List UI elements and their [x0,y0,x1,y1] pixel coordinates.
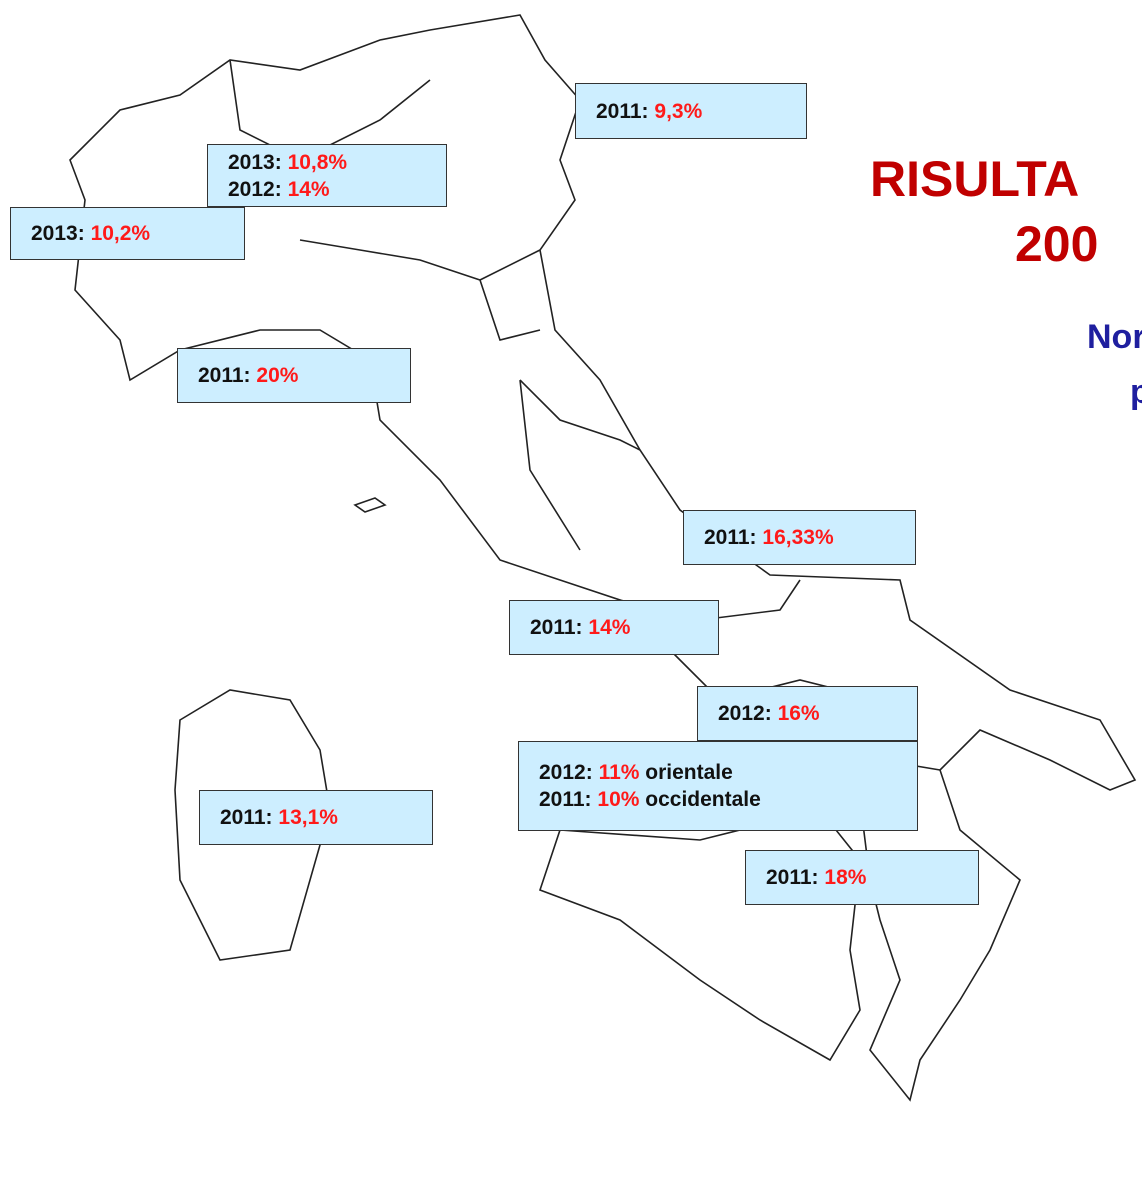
label-line: 2011: 13,1% [220,804,432,831]
label-line: 2011: 18% [766,864,978,891]
title-fragment: Nor [1087,318,1142,356]
year: 2012: [228,177,282,201]
title-fragment: p [1130,373,1142,411]
year: 2012: [539,761,593,784]
region-label: 2011: 14% [509,600,719,655]
label-line: 2012: 11% orientale [539,759,917,786]
percent: 13,1% [278,806,338,829]
year: 2011: [766,866,819,889]
percent: 14% [588,616,631,639]
label-line: 2011: 10% occidentale [539,786,917,813]
year: 2011: [530,616,583,639]
year: 2011: [198,364,251,387]
region-label: 2011: 18% [745,850,979,905]
year: 2011: [539,788,592,811]
year: 2013: [31,222,85,245]
title-fragment: 200 [1015,216,1099,272]
percent: 11% [598,761,640,784]
note: orientale [645,761,733,784]
label-line: 2011: 20% [198,362,410,389]
year: 2011: [704,526,757,549]
label-line: 2011: 9,3% [596,98,806,125]
percent: 10% [597,788,640,811]
elba-outline [353,497,387,513]
region-label: 2012: 11% orientale 2011: 10% occidentale [518,741,918,831]
region-label: 2013: 10,8% 2012: 14% [207,144,447,207]
year: 2011: [220,806,273,829]
label-line: 2012: 14% [228,176,446,203]
percent: 10,8% [287,150,348,174]
region-label: 2012: 16% [697,686,918,741]
percent: 16,33% [762,526,834,549]
region-label: 2011: 20% [177,348,411,403]
percent: 9,3% [654,99,703,123]
sardinia-outline [174,689,331,961]
label-line: 2011: 16,33% [704,524,915,551]
label-line: 2013: 10,8% [228,149,446,176]
region-label: 2011: 13,1% [199,790,433,845]
year: 2011: [596,99,649,123]
region-label: 2011: 9,3% [575,83,807,139]
percent: 20% [256,364,299,387]
percent: 10,2% [90,222,151,245]
year: 2012: [718,702,772,725]
year: 2013: [228,150,282,174]
percent: 16% [777,702,820,725]
region-label: 2013: 10,2% [10,207,245,260]
region-label: 2011: 16,33% [683,510,916,565]
label-line: 2011: 14% [530,614,718,641]
label-line: 2013: 10,2% [31,220,244,247]
note: occidentale [645,788,761,811]
title-fragment: RISULTA [870,151,1080,207]
label-line: 2012: 16% [718,700,917,727]
percent: 14% [287,177,330,201]
sicily-outline [538,809,861,1062]
region-borders [229,59,941,771]
percent: 18% [824,866,867,889]
